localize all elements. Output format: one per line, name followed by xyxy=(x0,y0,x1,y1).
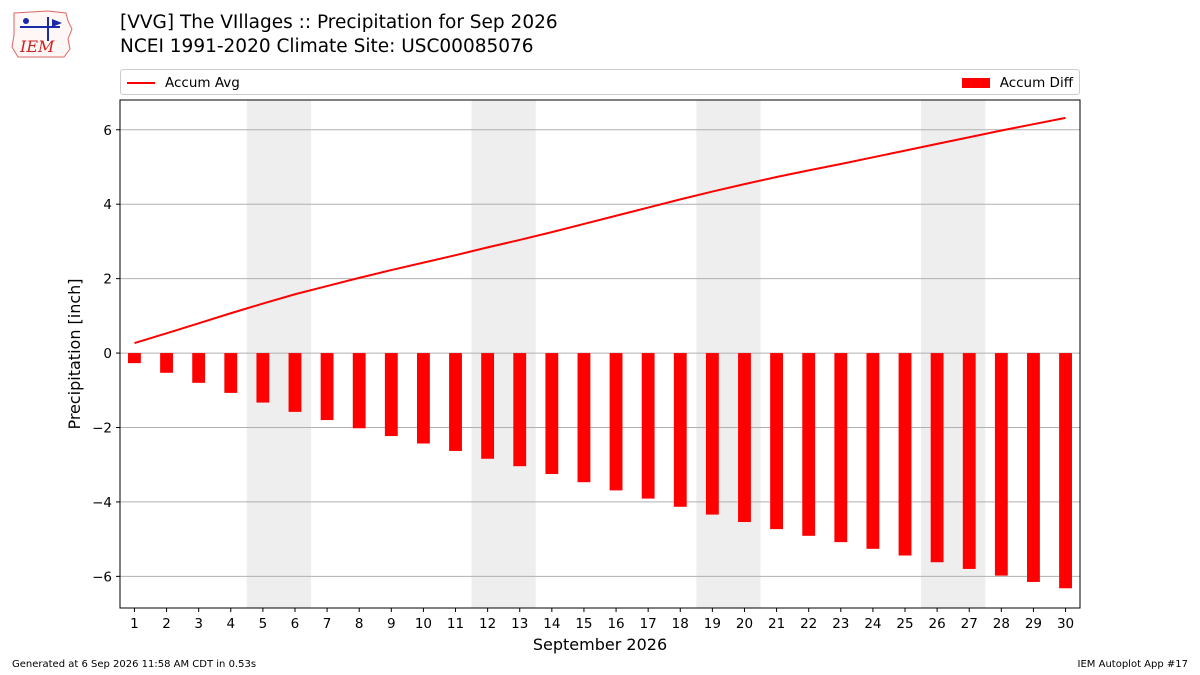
plot-frame xyxy=(119,99,1081,609)
chart-subtitle: NCEI 1991-2020 Climate Site: USC00085076 xyxy=(120,36,534,57)
footer-generated: Generated at 6 Sep 2026 11:58 AM CDT in … xyxy=(12,659,257,670)
bar-accum-diff xyxy=(930,353,944,563)
x-tick-label: 6 xyxy=(291,616,300,632)
x-tick-label: 26 xyxy=(929,616,946,632)
bar-accum-diff xyxy=(160,353,173,373)
bar-accum-diff xyxy=(320,353,334,421)
bar-accum-diff xyxy=(770,353,784,530)
bar-accum-diff xyxy=(962,353,976,569)
bar-accum-diff xyxy=(481,353,495,459)
x-tick-label: 4 xyxy=(226,616,235,632)
x-tick-label: 10 xyxy=(415,616,432,632)
y-tick-label: −6 xyxy=(92,569,112,585)
bar-accum-diff xyxy=(609,353,623,491)
legend-item-accum-diff: Accum Diff xyxy=(961,75,1073,91)
x-axis-label: September 2026 xyxy=(533,635,667,654)
legend-bar-swatch xyxy=(961,78,990,88)
iem-logo-icon: IEM xyxy=(11,10,73,58)
x-tick-label: 15 xyxy=(575,616,592,632)
legend: Accum Avg Accum Diff xyxy=(120,69,1080,95)
x-tick-label: 28 xyxy=(993,616,1010,632)
bar-accum-diff xyxy=(288,353,302,412)
x-tick-label: 18 xyxy=(672,616,689,632)
x-tick-label: 13 xyxy=(511,616,528,632)
x-tick-label: 1 xyxy=(130,616,139,632)
y-tick-label: −2 xyxy=(92,421,112,437)
bar-accum-diff xyxy=(866,353,880,549)
x-tick-label: 20 xyxy=(736,616,753,632)
bar-accum-diff xyxy=(545,353,559,475)
bar-accum-diff xyxy=(1027,353,1040,582)
bar-accum-diff xyxy=(1059,353,1072,589)
bar-accum-diff xyxy=(673,353,687,507)
bar-accum-diff xyxy=(128,353,141,364)
legend-item-accum-avg: Accum Avg xyxy=(127,75,240,91)
bar-accum-diff xyxy=(641,353,655,499)
y-tick-label: 2 xyxy=(103,272,112,288)
y-tick-label: −4 xyxy=(92,495,112,511)
x-tick-label: 5 xyxy=(259,616,268,632)
bar-accum-diff xyxy=(416,353,430,444)
x-tick-label: 7 xyxy=(323,616,332,632)
x-tick-label: 22 xyxy=(800,616,817,632)
x-tick-label: 25 xyxy=(896,616,913,632)
bar-accum-diff xyxy=(384,353,398,437)
y-tick-label: 0 xyxy=(103,346,112,362)
x-tick-label: 2 xyxy=(162,616,171,632)
weekend-band xyxy=(246,100,312,608)
x-tick-label: 12 xyxy=(479,616,496,632)
x-tick-label: 3 xyxy=(194,616,203,632)
footer-app: IEM Autoplot App #17 xyxy=(1077,659,1188,670)
x-tick-label: 9 xyxy=(387,616,396,632)
legend-label-accum-diff: Accum Diff xyxy=(999,75,1073,91)
x-tick-label: 24 xyxy=(864,616,881,632)
bar-accum-diff xyxy=(834,353,848,543)
bar-accum-diff xyxy=(256,353,270,403)
y-tick-label: 6 xyxy=(103,123,112,139)
bar-accum-diff xyxy=(577,353,591,483)
bar-accum-diff xyxy=(352,353,366,429)
bar-accum-diff xyxy=(705,353,719,515)
bar-accum-diff xyxy=(898,353,912,556)
bar-accum-diff xyxy=(513,353,527,467)
bar-accum-diff xyxy=(192,353,206,383)
line-accum-avg xyxy=(134,116,1066,344)
bar-accum-diff xyxy=(994,353,1008,576)
y-tick-label: 4 xyxy=(103,197,112,213)
x-tick-label: 23 xyxy=(832,616,849,632)
bar-accum-diff xyxy=(224,353,238,393)
y-axis-label: Precipitation [inch] xyxy=(65,278,84,429)
x-tick-label: 11 xyxy=(447,616,464,632)
legend-line-swatch xyxy=(127,82,155,84)
x-tick-label: 21 xyxy=(768,616,785,632)
x-tick-label: 27 xyxy=(961,616,978,632)
bar-accum-diff xyxy=(802,353,816,536)
x-tick-label: 29 xyxy=(1025,616,1042,632)
iem-logo-text: IEM xyxy=(19,37,55,56)
x-tick-label: 16 xyxy=(607,616,624,632)
bar-accum-diff xyxy=(738,353,751,523)
x-tick-label: 30 xyxy=(1057,616,1074,632)
x-tick-label: 17 xyxy=(640,616,657,632)
x-tick-label: 14 xyxy=(543,616,560,632)
chart-title: [VVG] The VIllages :: Precipitation for … xyxy=(120,12,558,33)
x-tick-label: 8 xyxy=(355,616,364,632)
legend-label-accum-avg: Accum Avg xyxy=(165,75,240,91)
chart-title-block: [VVG] The VIllages :: Precipitation for … xyxy=(120,11,558,59)
x-tick-label: 19 xyxy=(704,616,721,632)
bar-accum-diff xyxy=(449,353,462,451)
